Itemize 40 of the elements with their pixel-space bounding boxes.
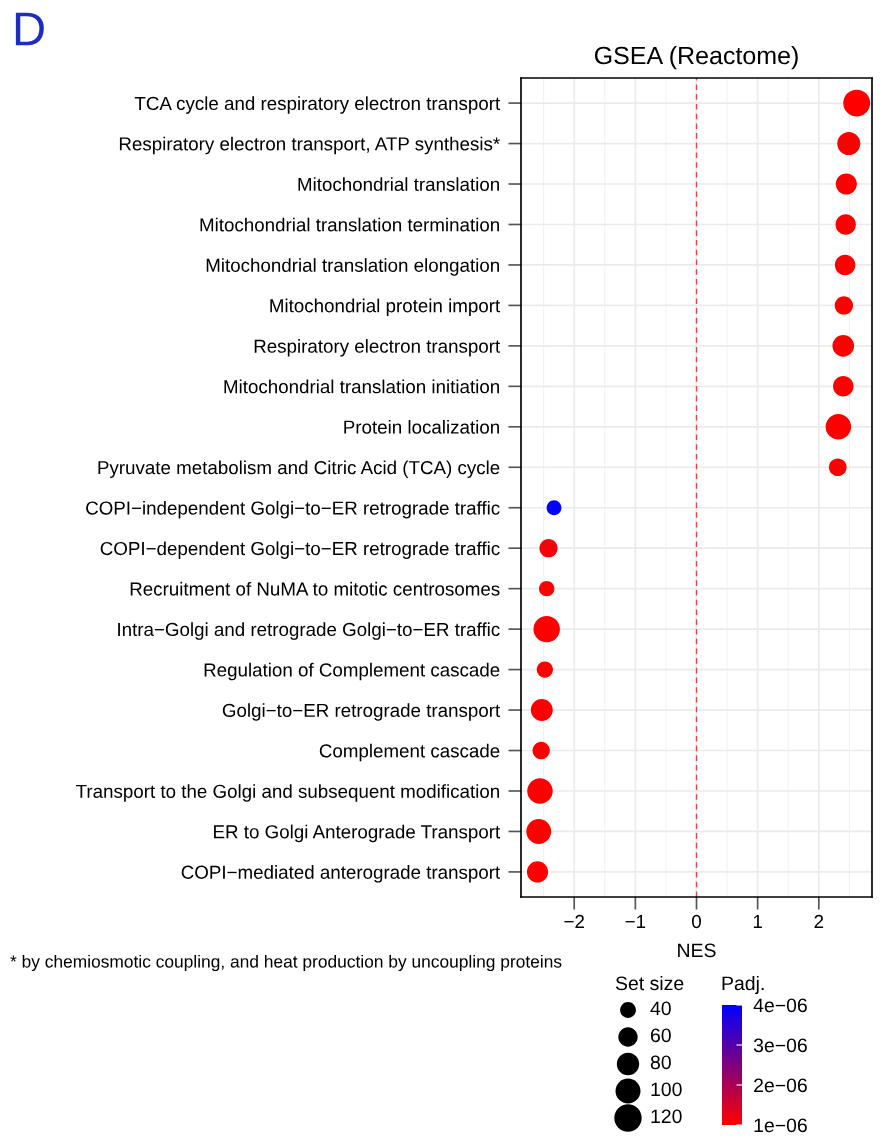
x-tick-label: 0: [692, 914, 701, 929]
x-tick-label: −2: [564, 914, 584, 928]
color-bar-label: 3e−06: [753, 1038, 807, 1053]
y-tick-label: ER to Golgi Anterograde Transport: [214, 824, 501, 843]
y-tick-label: Mitochondrial translation: [298, 177, 499, 191]
y-tick-label: Respiratory electron transport, ATP synthesis*: [119, 136, 500, 155]
text: * by chemiosmotic coupling, and heat production by uncoupling proteins: [10, 954, 562, 972]
y-tick-label: Mitochondrial protein import: [270, 298, 501, 317]
legend-title: Set size: [615, 975, 684, 991]
color-bar-label: 1e−06: [754, 1118, 807, 1133]
y-tick-label: Transport to the Golgi and subsequent modification: [76, 784, 499, 802]
x-tick-label: 1: [753, 915, 762, 928]
y-tick-label: Mitochondrial translation initiation: [224, 379, 499, 394]
color-bar-title: Padj.: [722, 975, 764, 995]
y-tick-label: Complement cascade: [319, 743, 500, 762]
y-tick-label: TCA cycle and respiratory electron transport: [134, 96, 501, 114]
legend-label: 80: [650, 1055, 671, 1070]
y-tick-label: Mitochondrial translation elongation: [206, 258, 499, 276]
y-tick-label: Pyruvate metabolism and Citric Acid (TCA) cycle: [98, 460, 500, 478]
y-tick-label: Regulation of Complement cascade: [204, 662, 500, 681]
color-bar-label: 2e−06: [754, 1078, 807, 1093]
x-tick-label: −1: [625, 915, 646, 928]
y-tick-label: Golgi−to−ER retrograde transport: [222, 703, 501, 721]
y-tick-label: Respiratory electron transport: [254, 339, 501, 357]
text: D: [15, 12, 44, 46]
y-tick-label: Intra−Golgi and retrograde Golgi−to−ER traffic: [118, 622, 500, 640]
legend-label: 100: [651, 1082, 682, 1097]
chart-title: GSEA (Reactome): [594, 45, 798, 70]
y-tick-label: COPI−dependent Golgi−to−ER retrograde traffic: [100, 541, 500, 559]
legend-label: 120: [651, 1109, 682, 1124]
color-bar-label: 4e−06: [753, 998, 807, 1013]
y-tick-label: Recruitment of NuMA to mitotic centrosomes: [130, 581, 500, 596]
y-tick-label: Protein localization: [344, 420, 499, 434]
x-tick-label: 2: [814, 914, 824, 928]
y-tick-label: COPI−mediated anterograde transport: [181, 865, 501, 883]
x-axis-title: NES: [678, 943, 716, 958]
legend-label: 40: [650, 1001, 671, 1016]
y-tick-label: Mitochondrial translation termination: [200, 217, 499, 232]
legend-label: 60: [650, 1028, 671, 1043]
y-tick-label: COPI−independent Golgi−to−ER retrograde traffic: [86, 500, 500, 519]
